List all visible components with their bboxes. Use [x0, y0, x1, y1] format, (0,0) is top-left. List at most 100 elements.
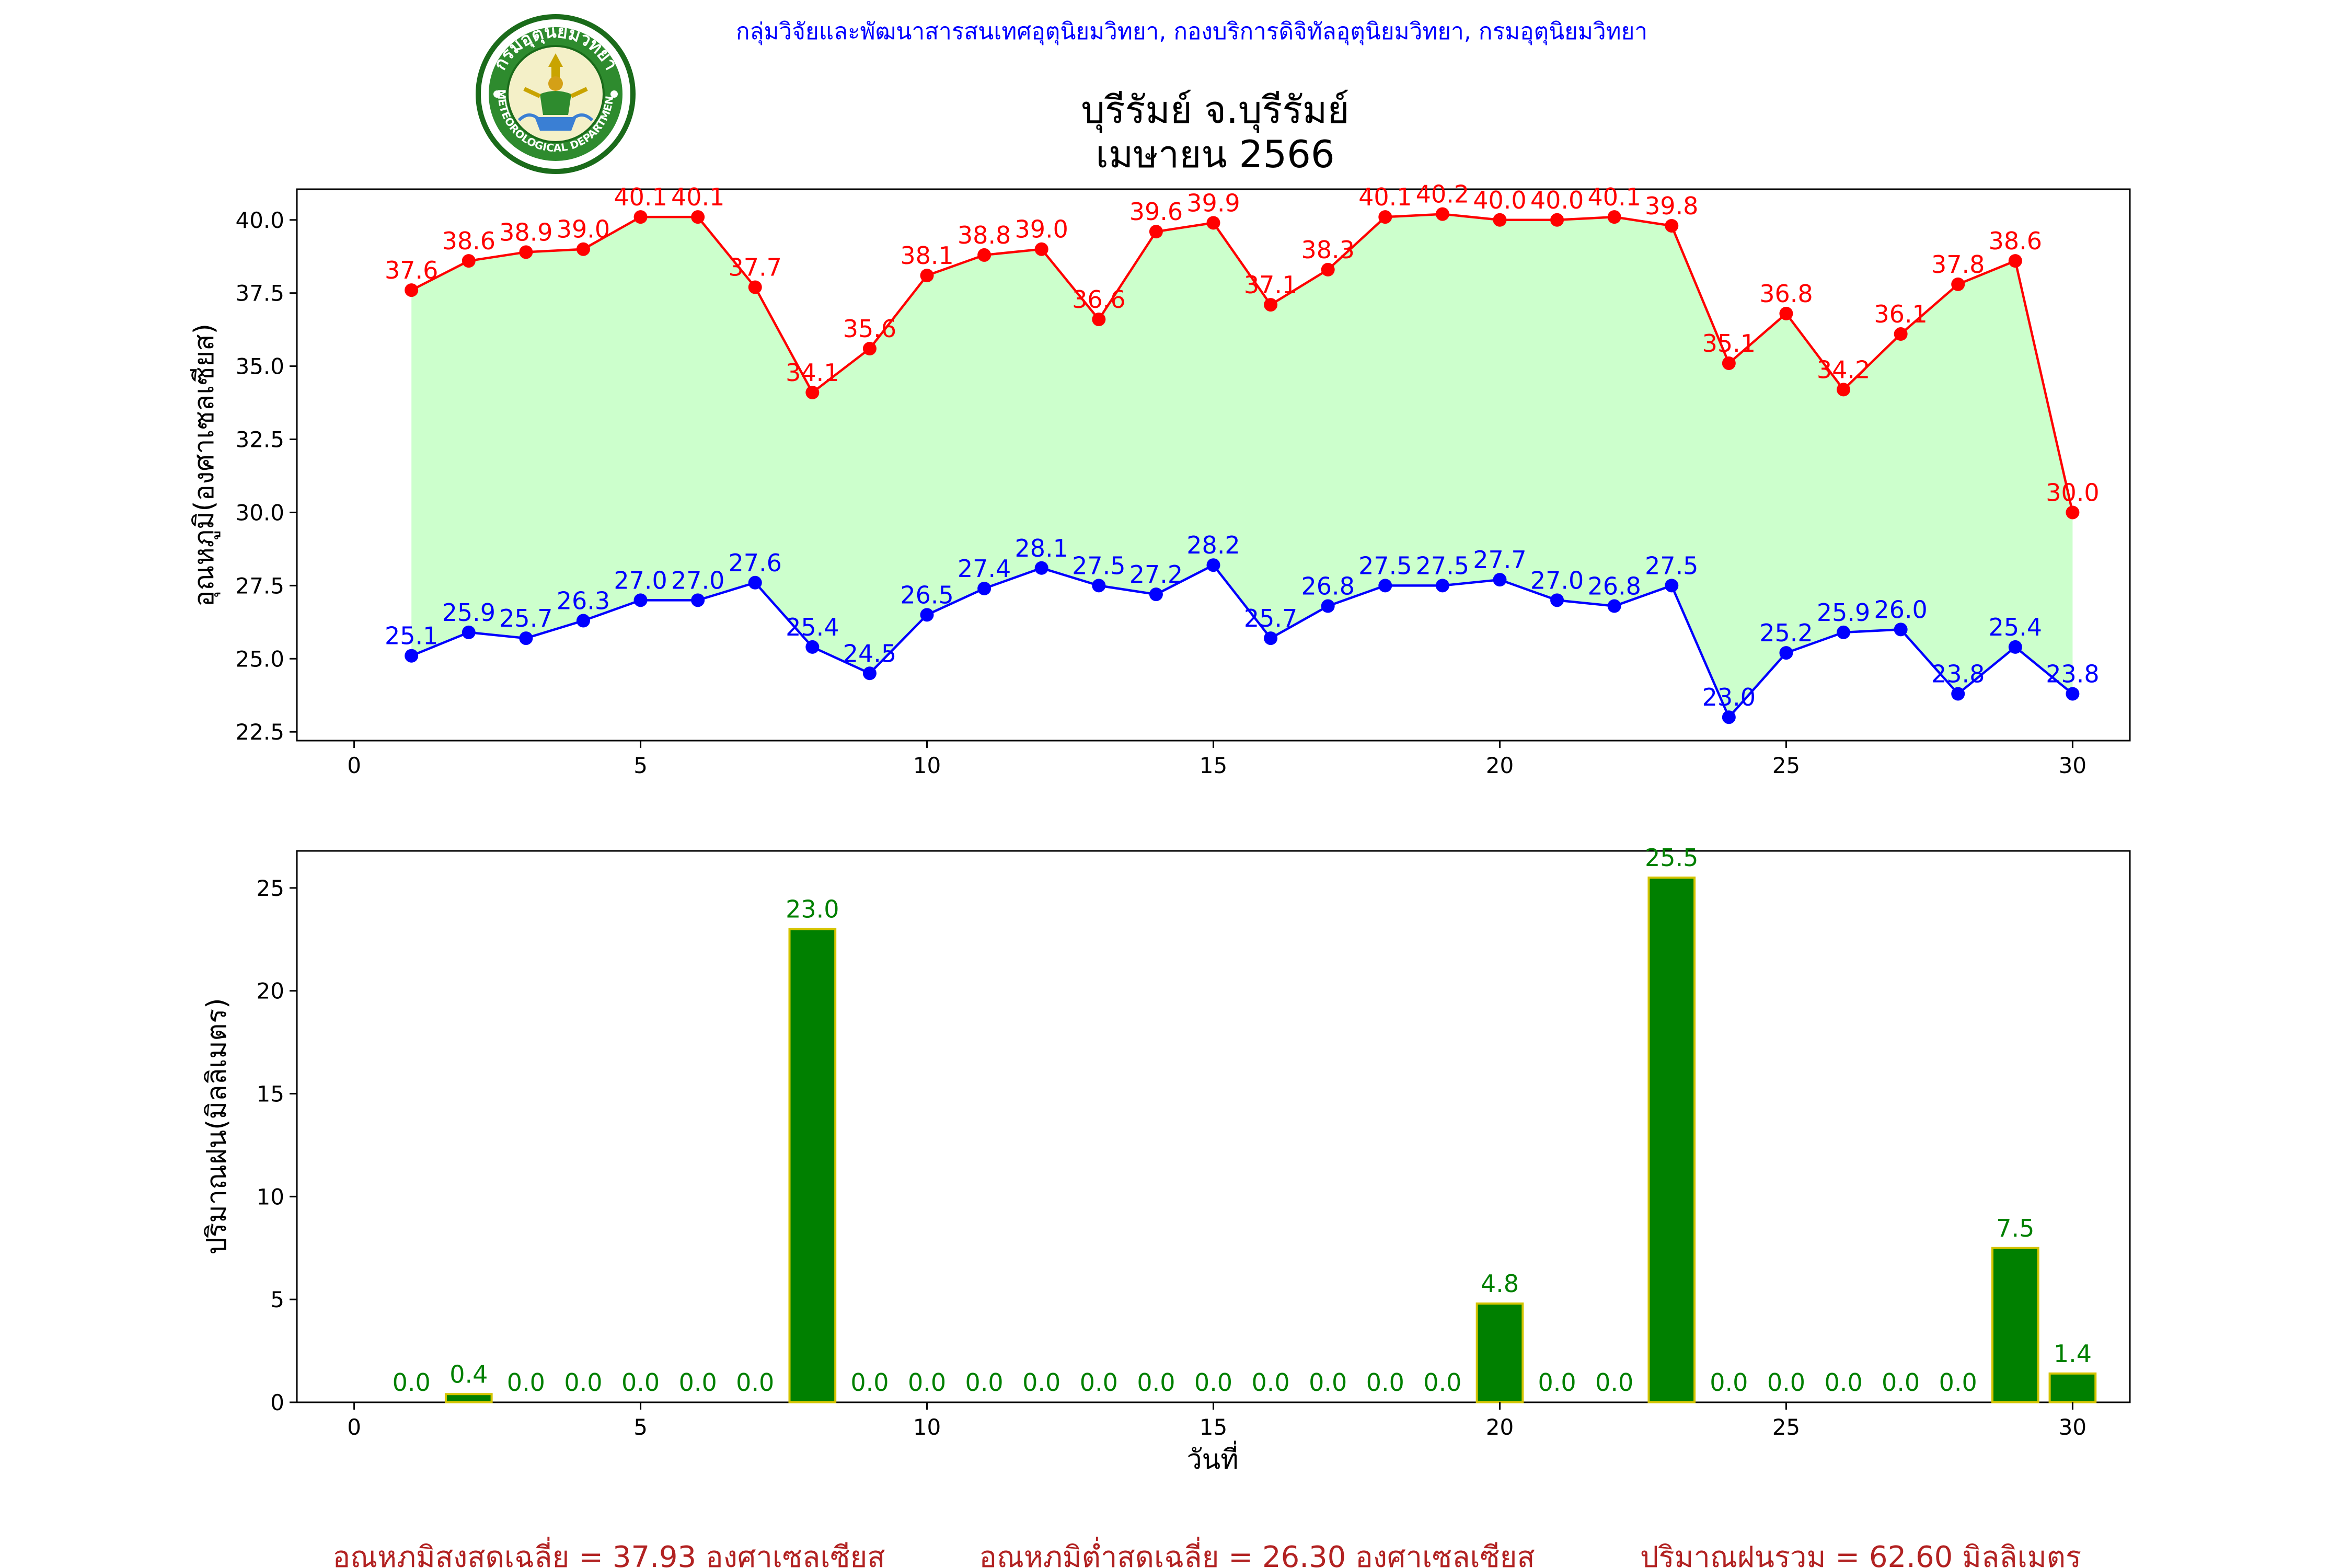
rainfall-data-label: 0.0	[621, 1368, 660, 1397]
max-temperature-point	[1264, 298, 1278, 312]
max-temperature-data-label: 39.9	[1186, 189, 1240, 217]
temperature-x-tick-label: 10	[913, 753, 941, 778]
max-temperature-point	[1321, 262, 1335, 276]
min-temperature-data-label: 23.8	[1931, 660, 1985, 688]
min-temperature-series-line	[411, 563, 2073, 720]
temperature-y-tick-label: 32.5	[235, 427, 284, 453]
min-temperature-point	[862, 666, 877, 681]
rainfall-x-tick-label: 30	[2059, 1414, 2086, 1440]
min-temperature-data-label: 25.7	[499, 604, 552, 632]
min-temperature-point	[920, 608, 934, 622]
min-temperature-point	[1722, 710, 1736, 724]
max-temperature-data-label: 38.8	[958, 221, 1011, 249]
rainfall-data-label: 0.0	[1366, 1368, 1404, 1397]
rainfall-bar	[788, 928, 837, 1404]
max-temperature-point	[2008, 254, 2022, 268]
min-temperature-point	[1264, 631, 1278, 645]
max-temperature-point	[1665, 218, 1679, 233]
rainfall-data-label: 0.0	[1767, 1368, 1805, 1397]
max-temperature-point	[1034, 242, 1048, 256]
min-temperature-point	[691, 593, 705, 607]
rainfall-data-label: 0.0	[736, 1368, 774, 1397]
rainfall-data-label: 0.4	[449, 1360, 488, 1388]
rainfall-y-tick-label: 0	[270, 1390, 284, 1415]
min-temperature-data-label: 24.5	[843, 639, 896, 667]
min-temperature-data-label: 25.1	[385, 622, 438, 650]
rainfall-x-axis-label: วันที่	[1186, 1440, 1238, 1475]
min-temperature-point	[633, 593, 648, 607]
max-temperature-point	[576, 242, 590, 256]
rainfall-data-label: 0.0	[393, 1368, 431, 1397]
min-temperature-data-label: 27.0	[671, 566, 724, 594]
min-temperature-data-label: 28.1	[1015, 534, 1068, 562]
rainfall-data-label: 0.0	[1710, 1368, 1748, 1397]
temperature-x-tick-label: 30	[2059, 753, 2086, 778]
rainfall-data-label: 0.0	[1882, 1368, 1920, 1397]
max-temperature-point	[862, 342, 877, 356]
max-temperature-point	[805, 385, 820, 399]
min-temperature-point	[2008, 640, 2022, 654]
min-temperature-data-label: 25.4	[1989, 613, 2042, 641]
max-temperature-point	[920, 269, 934, 283]
max-temperature-point	[1894, 327, 1908, 341]
max-temperature-data-label: 35.1	[1702, 329, 1756, 358]
max-temperature-point	[633, 210, 648, 224]
max-temperature-point	[1149, 225, 1163, 239]
temperature-y-tick-label: 35.0	[235, 354, 284, 379]
rainfall-bar	[2048, 1372, 2097, 1403]
min-temperature-data-label: 25.2	[1759, 619, 1813, 647]
min-temperature-point	[1665, 579, 1679, 593]
min-temperature-point	[1607, 599, 1621, 613]
max-temperature-data-label: 38.1	[900, 241, 953, 270]
min-temperature-data-label: 23.0	[1702, 683, 1756, 711]
min-temperature-data-label: 26.8	[1587, 572, 1641, 601]
max-temperature-data-label: 40.1	[671, 183, 724, 211]
max-temperature-point	[1550, 213, 1564, 227]
min-temperature-data-label: 26.5	[900, 581, 953, 609]
min-temperature-data-label: 23.8	[2046, 660, 2099, 688]
rainfall-data-label: 0.0	[1080, 1368, 1118, 1397]
rainfall-bar	[1475, 1302, 1524, 1403]
min-temperature-point	[519, 631, 533, 645]
temperature-range-band	[411, 214, 2073, 718]
max-temperature-point	[1837, 383, 1851, 397]
rainfall-data-label: 4.8	[1481, 1270, 1519, 1298]
max-temperature-data-label: 37.7	[729, 253, 782, 281]
temperature-x-tick-label: 25	[1772, 753, 1800, 778]
min-temperature-data-label: 27.6	[729, 549, 782, 577]
max-temperature-point	[1092, 313, 1106, 327]
max-temperature-point	[519, 245, 533, 259]
temperature-y-tick-label: 37.5	[235, 281, 284, 306]
rainfall-data-label: 0.0	[1595, 1368, 1633, 1397]
rainfall-bar	[444, 1393, 493, 1403]
max-temperature-data-label: 40.1	[1587, 183, 1641, 211]
max-temperature-point	[1493, 213, 1507, 227]
rainfall-plot-area	[296, 850, 2131, 1403]
rainfall-data-label: 7.5	[1996, 1214, 2034, 1242]
max-temperature-data-label: 40.0	[1530, 186, 1584, 214]
max-temperature-data-label: 39.8	[1645, 192, 1698, 220]
rainfall-data-label: 0.0	[850, 1368, 889, 1397]
rainfall-data-label: 0.0	[1252, 1368, 1290, 1397]
chart-title: บุรีรัมย์ จ.บุรีรัมย์	[1081, 88, 1349, 133]
rainfall-y-tick-label: 15	[257, 1081, 284, 1107]
max-temperature-data-label: 37.8	[1931, 250, 1985, 279]
rainfall-data-label: 0.0	[1423, 1368, 1461, 1397]
min-temperature-point	[1206, 558, 1220, 572]
rainfall-y-axis-label: ปริมาณฝน(มิลลิเมตร)	[201, 998, 233, 1254]
max-temperature-data-label: 38.6	[1989, 227, 2042, 255]
min-temperature-data-label: 27.7	[1473, 546, 1526, 574]
max-temperature-data-label: 40.0	[1473, 186, 1526, 214]
min-temperature-point	[1092, 579, 1106, 593]
min-temperature-data-label: 26.8	[1301, 572, 1354, 601]
min-temperature-point	[1034, 561, 1048, 575]
min-temperature-point	[1894, 622, 1908, 637]
rainfall-data-label: 1.4	[2054, 1340, 2092, 1368]
min-temperature-point	[748, 575, 762, 590]
rainfall-y-tick-label: 5	[270, 1287, 284, 1312]
min-temperature-point	[1493, 573, 1507, 587]
min-temperature-point	[1779, 646, 1793, 660]
temperature-chart: 37.638.6 38.9 39.040.1 40.137.734.135.638.1…	[189, 180, 2131, 778]
rainfall-data-label: 0.0	[507, 1368, 545, 1397]
min-temperature-point	[1550, 593, 1564, 607]
